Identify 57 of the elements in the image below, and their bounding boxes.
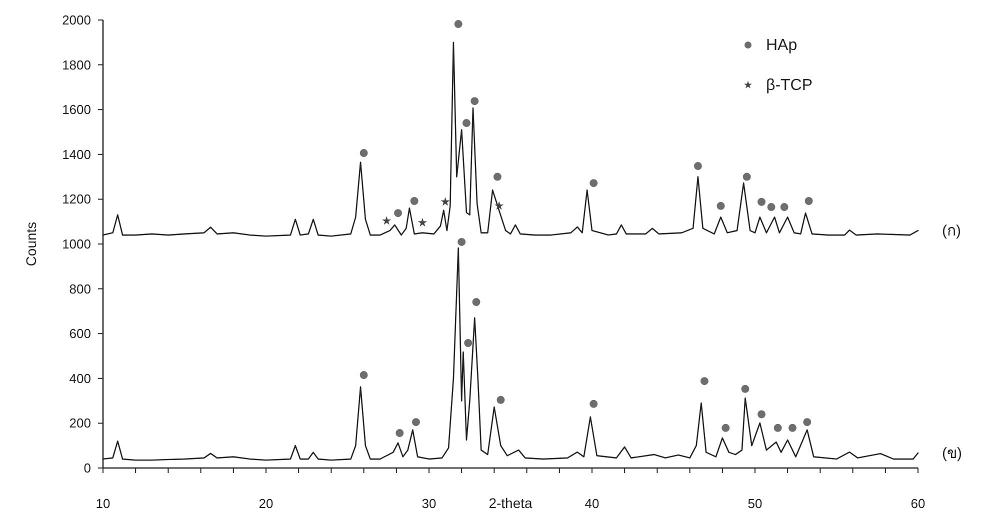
- point: [767, 203, 776, 212]
- point: [418, 218, 428, 227]
- point: [722, 424, 730, 432]
- x-axis-title: 2-theta: [488, 495, 533, 511]
- y-tick-label: 1800: [62, 57, 91, 72]
- point: [382, 216, 392, 225]
- x-tick-label: 30: [422, 496, 436, 511]
- y-tick-label: 0: [84, 460, 91, 476]
- point: [462, 119, 470, 128]
- point: [758, 198, 766, 206]
- y-tick-label: 800: [69, 281, 91, 296]
- legend-label: HAp: [766, 37, 798, 54]
- point: [494, 201, 504, 210]
- point: [470, 97, 479, 106]
- point: [496, 396, 505, 404]
- point: [493, 172, 502, 181]
- point: [396, 429, 404, 438]
- point: [694, 162, 702, 170]
- point: [440, 197, 450, 206]
- y-tick-label: 1600: [62, 102, 91, 118]
- point: [803, 418, 812, 426]
- point: [804, 196, 813, 205]
- x-tick-label: 50: [748, 496, 762, 511]
- point: [780, 203, 788, 212]
- point: [360, 371, 368, 380]
- point: [741, 384, 750, 393]
- point: [716, 202, 725, 210]
- point: [590, 400, 598, 408]
- y-tick-label: 1200: [62, 192, 91, 207]
- x-tick-label: 20: [258, 496, 274, 511]
- y-tick-label: 400: [69, 370, 91, 386]
- point: [464, 339, 472, 348]
- point: [590, 179, 598, 188]
- point: [758, 410, 766, 418]
- point: [472, 298, 480, 306]
- x-tick-label: 10: [96, 496, 110, 511]
- point: [774, 424, 782, 432]
- y-tick-label: 1000: [62, 236, 91, 252]
- series-label: (ก): [942, 222, 961, 240]
- point: [394, 209, 402, 218]
- point: [454, 20, 462, 28]
- y-tick-label: 600: [69, 326, 91, 342]
- y-tick-label: 200: [69, 416, 91, 431]
- y-tick-label: 2000: [62, 12, 91, 28]
- y-tick-label: 1400: [62, 146, 91, 162]
- x-tick-label: 40: [584, 496, 600, 511]
- point: [458, 238, 466, 246]
- y-axis-title: Counts: [23, 222, 39, 266]
- point: [360, 149, 368, 158]
- point: [410, 196, 418, 205]
- point: [412, 418, 420, 426]
- x-tick-label: 60: [910, 496, 926, 511]
- point: [742, 172, 751, 181]
- point: [700, 377, 708, 386]
- series-label: (ข): [942, 444, 962, 462]
- legend-label: β-TCP: [766, 77, 813, 94]
- point: [788, 424, 796, 432]
